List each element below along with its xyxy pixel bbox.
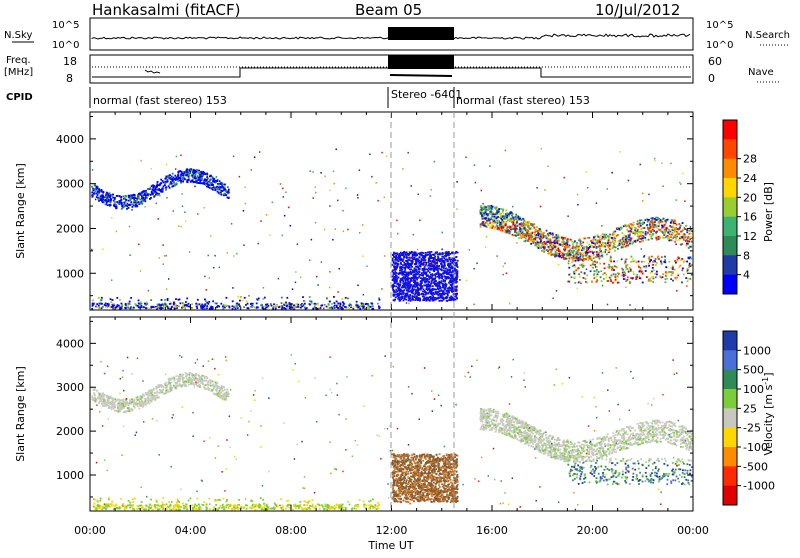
power-panel: 1000 2000 3000 4000 Slant Range [km] bbox=[14, 112, 693, 310]
freq-tick-top: 18 bbox=[63, 55, 77, 68]
power-data bbox=[91, 148, 693, 310]
velocity-ylabel: Slant Range [km] bbox=[14, 366, 27, 462]
nsky-stereo-block bbox=[388, 27, 454, 40]
colorbar-tick: 4 bbox=[743, 269, 750, 282]
freq-stereo-block bbox=[388, 55, 454, 69]
nsky-right-tick-bottom: 10^0 bbox=[706, 40, 733, 51]
colorbar-tick: 28 bbox=[743, 153, 757, 166]
freq-label-1: Freq. bbox=[6, 55, 31, 66]
y-tick-label: 1000 bbox=[56, 267, 84, 280]
y-tick-label: 3000 bbox=[56, 178, 84, 191]
colorbar-tick: 24 bbox=[743, 172, 757, 185]
x-tick-label: 00:00 bbox=[677, 524, 709, 537]
colorbar-tick: 1000 bbox=[743, 344, 771, 357]
cpid-segment-2: Stereo -6401 bbox=[391, 88, 462, 101]
colorbar-tick: -1000 bbox=[743, 480, 775, 493]
velocity-colorbar-label: Velocity [m s-1] bbox=[761, 372, 775, 455]
x-tick-label: 04:00 bbox=[175, 524, 207, 537]
colorbar-tick: 500 bbox=[743, 364, 764, 377]
power-ylabel: Slant Range [km] bbox=[14, 163, 27, 259]
x-tick-label: 16:00 bbox=[476, 524, 508, 537]
nave-tick-top: 60 bbox=[708, 55, 722, 68]
y-tick-label: 1000 bbox=[56, 469, 84, 482]
x-tick-label: 08:00 bbox=[275, 524, 307, 537]
freq-tick-bottom: 8 bbox=[66, 72, 73, 85]
y-tick-label: 4000 bbox=[56, 133, 84, 146]
colorbar-tick: 20 bbox=[743, 191, 757, 204]
x-tick-label: 20:00 bbox=[577, 524, 609, 537]
cpid-label: CPID bbox=[6, 92, 33, 103]
freq-label-2: [MHz] bbox=[4, 67, 33, 78]
y-tick-label: 2000 bbox=[56, 222, 84, 235]
x-axis-label: Time UT bbox=[367, 539, 413, 552]
nsky-tick-top: 10^5 bbox=[52, 20, 79, 31]
colorbar-tick: 25 bbox=[743, 402, 757, 415]
nsky-tick-bottom: 10^0 bbox=[52, 40, 79, 51]
velocity-panel: 1000 2000 3000 4000 Slant Range [km] bbox=[14, 317, 693, 511]
nave-tick-bottom: 0 bbox=[708, 72, 715, 85]
colorbar-tick: -25 bbox=[743, 422, 761, 435]
colorbar-tick: 12 bbox=[743, 230, 757, 243]
nave-label: Nave bbox=[748, 67, 774, 78]
cpid-segment-1: normal (fast stereo) 153 bbox=[93, 94, 227, 107]
beam-title: Beam 05 bbox=[355, 1, 422, 19]
colorbar-tick: 8 bbox=[743, 249, 750, 262]
x-tick-labels: 00:00 04:00 08:00 12:00 16:00 20:00 00:00 bbox=[74, 524, 709, 537]
nsky-right-tick-top: 10^5 bbox=[706, 20, 733, 31]
y-tick-label: 4000 bbox=[56, 337, 84, 350]
velocity-y-ticks: 1000 2000 3000 4000 bbox=[56, 321, 693, 497]
y-tick-label: 3000 bbox=[56, 381, 84, 394]
velocity-data bbox=[91, 354, 693, 511]
cpid-segment-3: normal (fast stereo) 153 bbox=[456, 94, 590, 107]
power-y-ticks: 1000 2000 3000 4000 bbox=[56, 116, 693, 295]
nsky-label: N.Sky bbox=[4, 30, 32, 41]
date-title: 10/Jul/2012 bbox=[595, 1, 680, 19]
x-tick-label: 00:00 bbox=[74, 524, 106, 537]
power-colorbar-label: Power [dB] bbox=[762, 182, 775, 242]
y-tick-label: 2000 bbox=[56, 425, 84, 438]
colorbar-tick: 16 bbox=[743, 211, 757, 224]
nsearch-label: N.Search bbox=[745, 30, 790, 41]
station-title: Hankasalmi (fitACF) bbox=[92, 1, 240, 19]
colorbar-tick: -500 bbox=[743, 460, 768, 473]
power-colorbar: 4 8 12 16 20 24 28 bbox=[723, 120, 757, 295]
x-tick-label: 12:00 bbox=[376, 524, 408, 537]
